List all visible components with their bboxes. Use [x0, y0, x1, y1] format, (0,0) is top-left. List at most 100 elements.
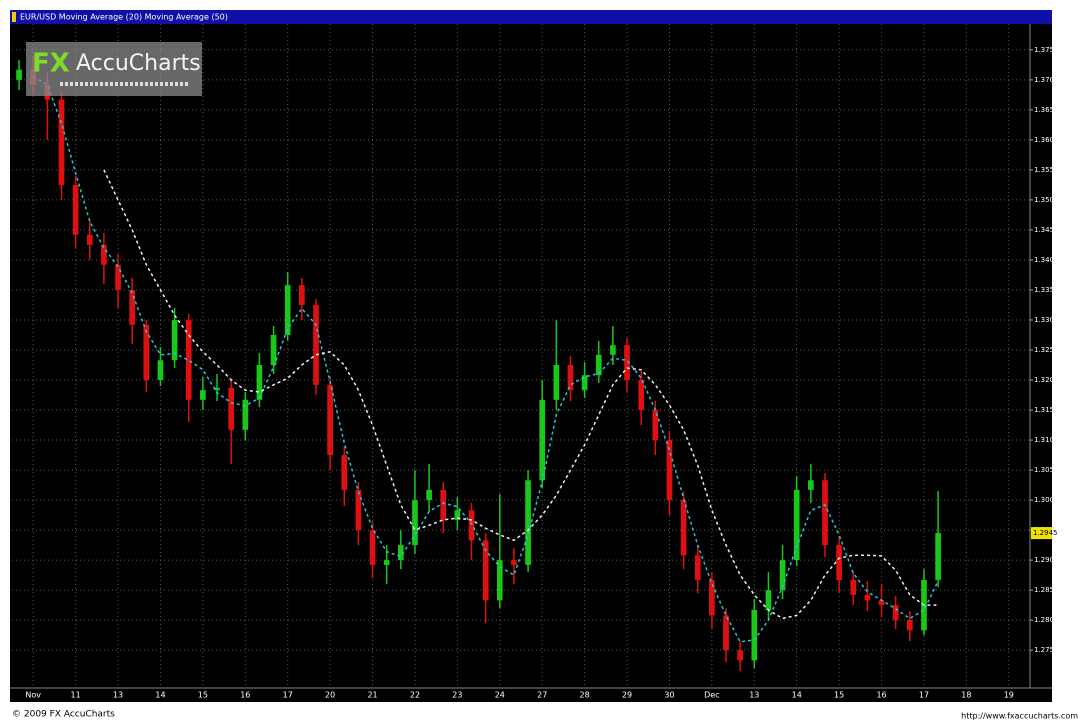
x-tick-label: 19 [1004, 691, 1014, 700]
x-tick-label: 13 [749, 691, 759, 700]
candle-body [327, 384, 333, 456]
x-tick-label: Dec [704, 691, 719, 700]
candle-body [864, 594, 871, 601]
x-tick-label: 22 [410, 691, 420, 700]
x-tick-label: 16 [240, 691, 250, 700]
candle-body [397, 545, 404, 561]
last-price-label: 1.2945 [1033, 529, 1058, 537]
candle-body [765, 590, 772, 610]
candle-body [270, 334, 277, 366]
site-url: http://www.fxaccucharts.com [961, 712, 1078, 721]
x-tick-label: 24 [495, 691, 505, 700]
y-tick-label: 1.3500 [1034, 196, 1059, 204]
x-tick-label: 17 [919, 691, 929, 700]
y-tick-label: 1.3750 [1034, 46, 1059, 54]
candle-body [793, 489, 800, 561]
y-tick-label: 1.2900 [1034, 556, 1059, 564]
candle-body [666, 440, 673, 501]
candle-body [214, 387, 220, 391]
candle-body [680, 500, 687, 556]
candle-body [143, 324, 150, 381]
title-icon [12, 12, 16, 22]
candle-body [779, 560, 786, 591]
y-tick-label: 1.3450 [1034, 226, 1059, 234]
candle-body [256, 365, 263, 400]
candle-body [129, 289, 136, 325]
x-tick-label: 28 [580, 691, 590, 700]
candle-body [454, 510, 461, 520]
x-tick-label: 27 [537, 691, 547, 700]
x-tick-label: 14 [155, 691, 165, 700]
y-tick-label: 1.3200 [1034, 376, 1059, 384]
candle-body [228, 387, 234, 430]
x-tick-label: 17 [283, 691, 293, 700]
candle-body [284, 285, 291, 335]
x-tick-label: 23 [452, 691, 462, 700]
watermark-box [26, 42, 202, 96]
candle-body [511, 560, 517, 565]
chart-frame [10, 10, 1052, 702]
candle-body [383, 560, 390, 565]
plot-area [12, 24, 1030, 688]
watermark: FX AccuCharts [26, 42, 202, 96]
candle-body [72, 184, 79, 235]
candle-body [200, 390, 206, 400]
candle-body [426, 489, 432, 501]
x-tick-label: 14 [792, 691, 802, 700]
last-price-box [1031, 527, 1052, 540]
candle-body [652, 410, 659, 441]
candle-body [468, 510, 475, 541]
y-tick-label: 1.3650 [1034, 106, 1059, 114]
y-tick-label: 1.3050 [1034, 466, 1059, 474]
candle-body [624, 345, 630, 381]
x-tick-label: 13 [113, 691, 123, 700]
candle-body [355, 489, 362, 531]
y-tick-label: 1.3350 [1034, 286, 1059, 294]
candle-body [595, 354, 602, 376]
candle-body [369, 530, 376, 565]
candle-body [525, 480, 531, 565]
candle-body [638, 380, 645, 411]
candle-body [935, 533, 941, 580]
y-tick-label: 1.2750 [1034, 646, 1059, 654]
candle-body [892, 605, 899, 621]
x-tick-label: 18 [961, 691, 971, 700]
candle-body [850, 579, 857, 595]
candle-body [539, 399, 546, 481]
y-tick-label: 1.2800 [1034, 616, 1059, 624]
candle-body [751, 609, 758, 661]
candle-body [440, 489, 447, 520]
candle-body [313, 304, 319, 385]
x-tick-label: 29 [622, 691, 632, 700]
chart-title: EUR/USD Moving Average (20) Moving Avera… [20, 13, 228, 22]
y-tick-label: 1.3250 [1034, 346, 1059, 354]
x-tick-label: 30 [664, 691, 674, 700]
title-bar [10, 10, 1052, 24]
x-tick-label: Nov [25, 691, 41, 700]
candle-body [412, 500, 418, 546]
watermark-brand: FX [32, 49, 70, 79]
y-tick-label: 1.3100 [1034, 436, 1059, 444]
x-tick-label: 11 [71, 691, 81, 700]
y-tick-label: 1.3600 [1034, 136, 1059, 144]
y-tick-label: 1.3000 [1034, 496, 1059, 504]
candle-body [694, 555, 701, 580]
y-tick-label: 1.3300 [1034, 316, 1059, 324]
y-tick-label: 1.3150 [1034, 406, 1059, 414]
x-tick-label: 15 [834, 691, 844, 700]
x-tick-label: 15 [198, 691, 208, 700]
candle-body [299, 285, 305, 305]
y-tick-label: 1.3700 [1034, 76, 1059, 84]
x-tick-label: 16 [876, 691, 886, 700]
candle-body [567, 365, 574, 391]
candle-body [553, 365, 560, 400]
x-tick-label: 20 [325, 691, 335, 700]
candle-body [709, 579, 715, 616]
candle-body [836, 545, 842, 580]
candle-body [58, 99, 65, 185]
candle-body [581, 375, 588, 391]
candle-body [482, 540, 489, 601]
candle-body [723, 615, 729, 651]
candle-body [242, 399, 249, 430]
